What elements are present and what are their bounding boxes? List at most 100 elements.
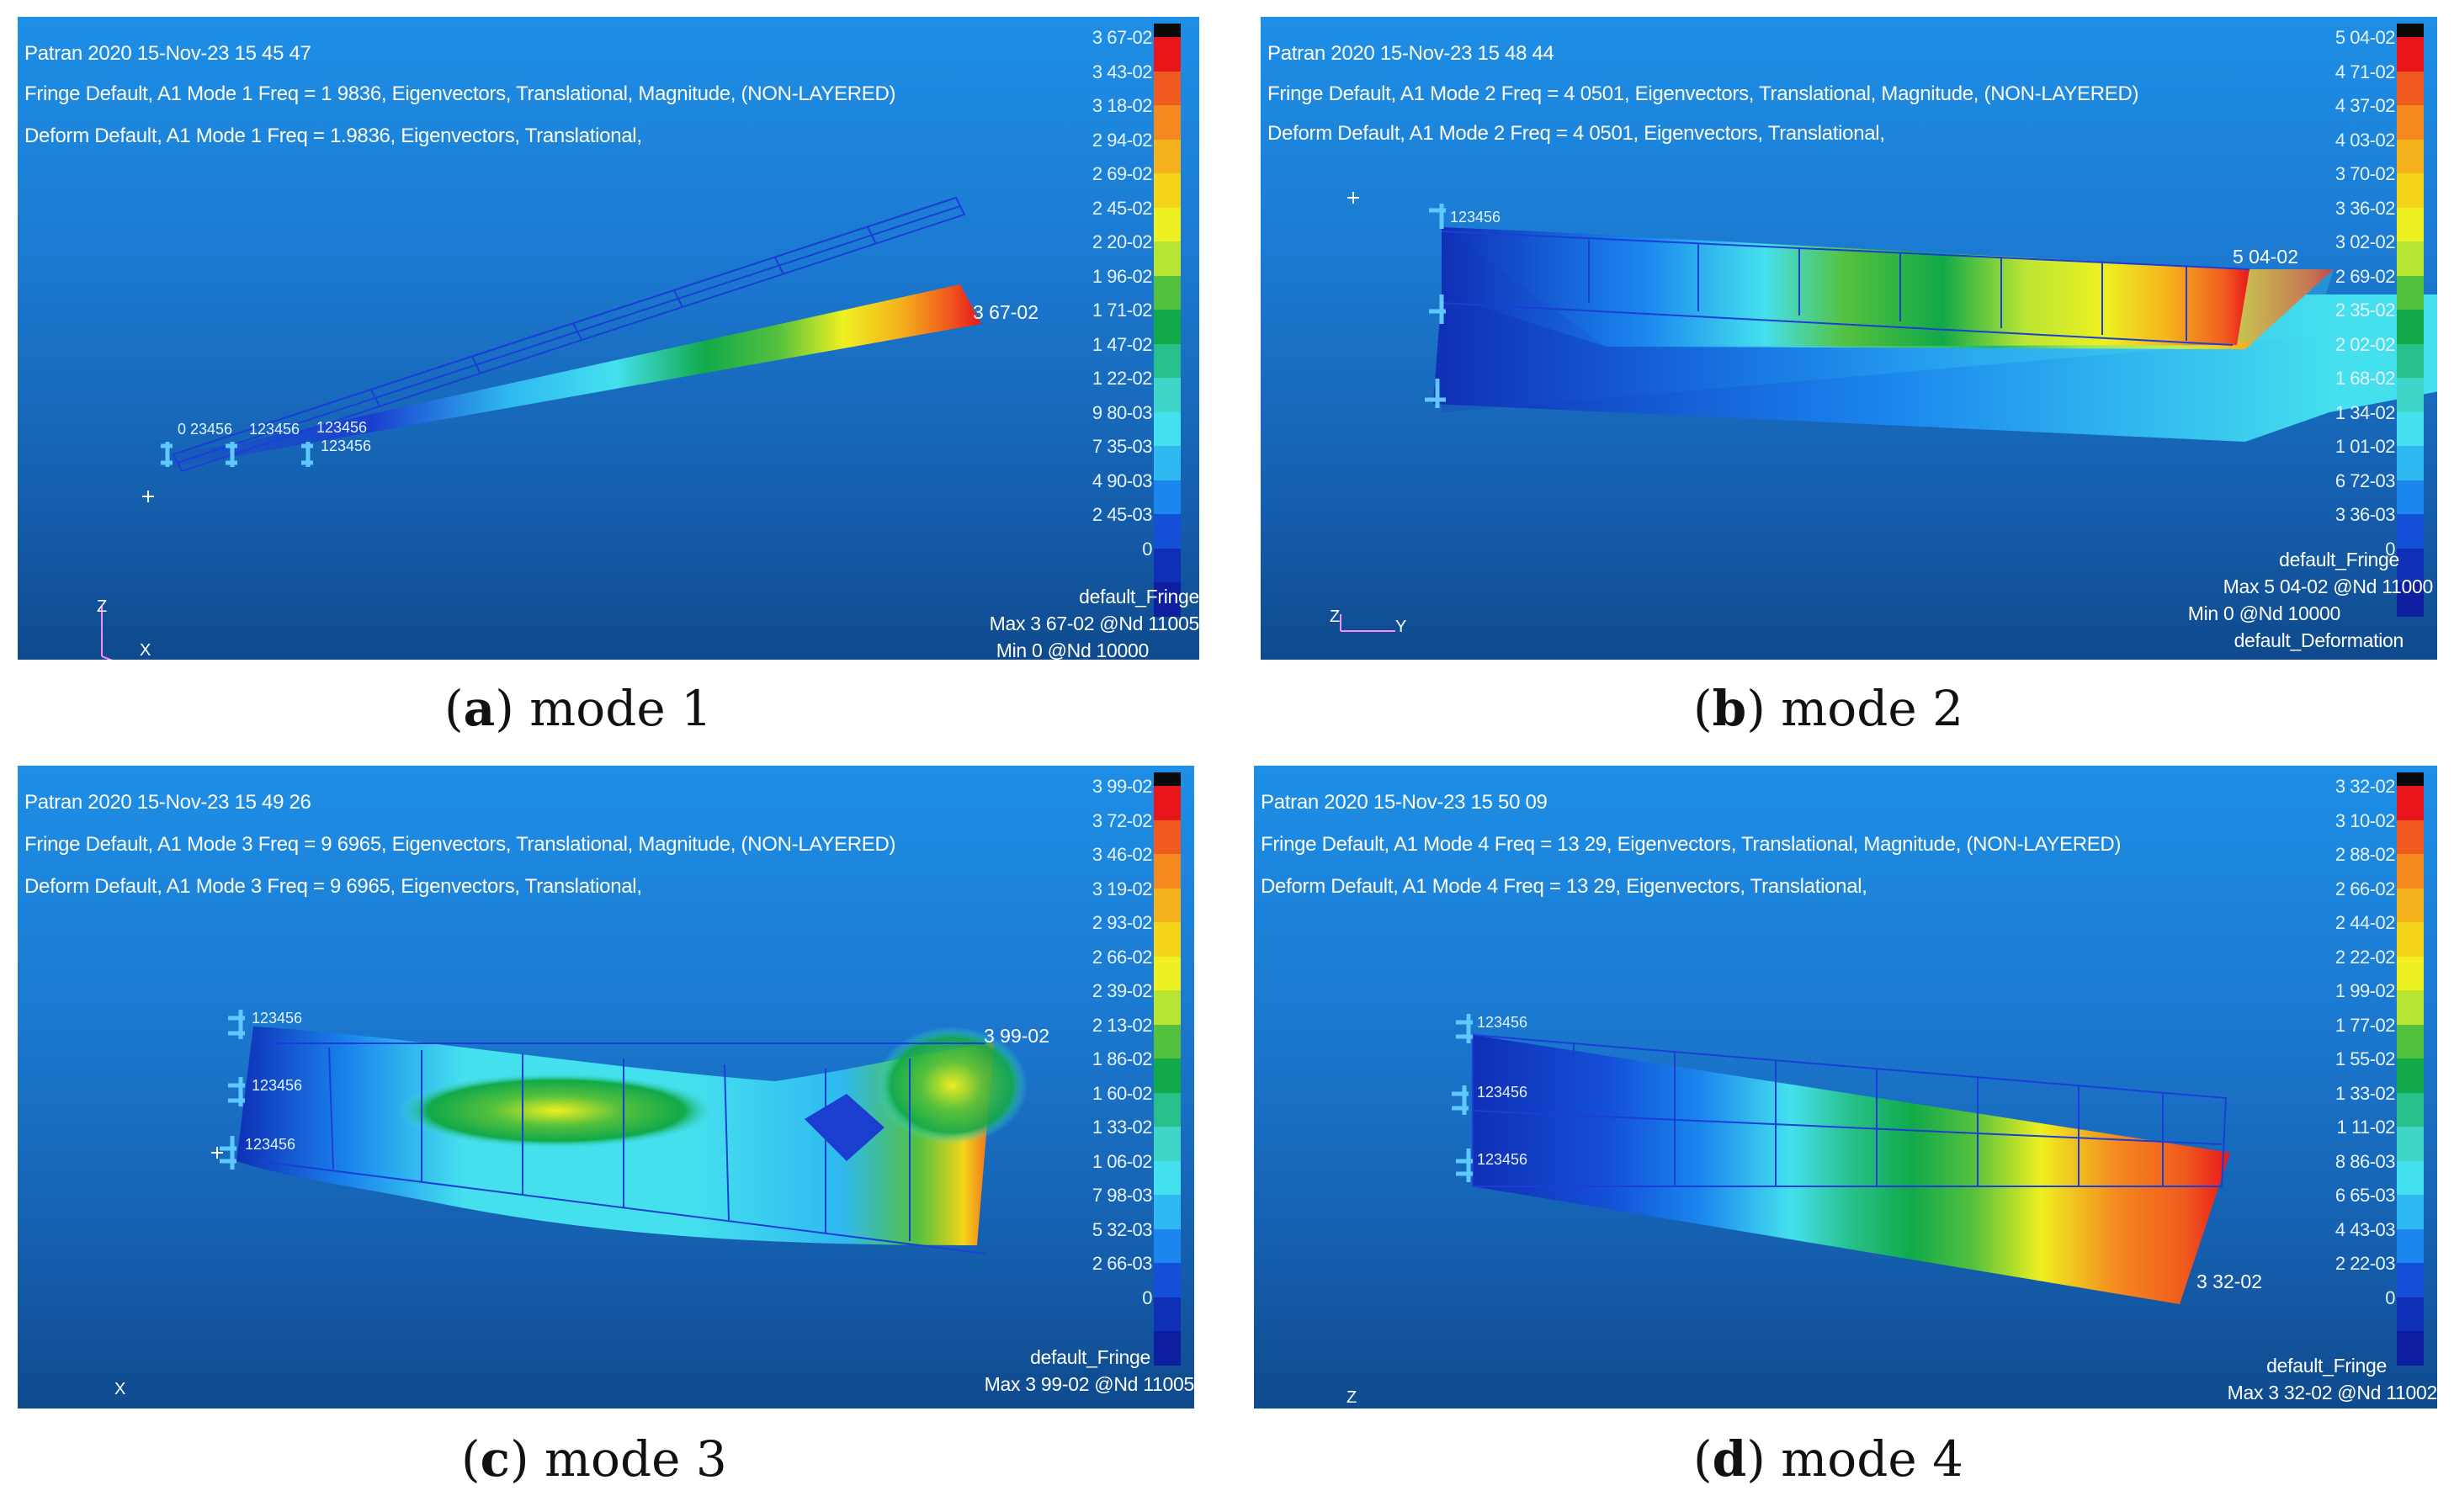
axis-triad	[1340, 614, 1395, 632]
scale-label: 2 45-02	[1092, 197, 1153, 219]
scale-swatch	[2397, 1024, 2424, 1058]
scale-swatch	[1154, 1228, 1181, 1263]
scale-label: 2 66-02	[2334, 878, 2396, 899]
scale-label: 5 04-02	[2334, 27, 2396, 48]
scale-swatch	[2397, 1160, 2424, 1195]
deform-line: Deform Default, A1 Mode 1 Freq = 1.9836,…	[24, 125, 642, 147]
scale-swatch	[1154, 1263, 1181, 1297]
viewport-mode-3[interactable]: Patran 2020 15-Nov-23 15 49 26 Fringe De…	[18, 766, 1194, 1409]
scale-label: 7 35-03	[1092, 436, 1153, 457]
scale-swatch	[2397, 786, 2424, 820]
fringe-line: Fringe Default, A1 Mode 4 Freq = 13 29, …	[1261, 833, 2122, 856]
legend-fringe-name: default_Fringe	[1079, 586, 1199, 607]
scale-label: 1 99-02	[2334, 980, 2396, 1001]
viewport-mode-4[interactable]: Patran 2020 15-Nov-23 15 50 09 Fringe De…	[1254, 766, 2437, 1409]
scale-label: 1 55-02	[2334, 1048, 2396, 1069]
scale-label: 2 94-02	[1092, 129, 1153, 151]
scale-swatch	[1154, 772, 1181, 786]
axis-z-label: Z	[97, 597, 108, 616]
viewport-mode-1[interactable]: Patran 2020 15-Nov-23 15 45 47 Fringe De…	[18, 17, 1199, 660]
scale-swatch	[1154, 1092, 1181, 1127]
scale-label: 1 86-02	[1092, 1048, 1153, 1069]
scale-swatch	[1154, 343, 1181, 378]
node-label: 0 23456	[178, 421, 233, 438]
max-value-tag: 3 99-02	[984, 1025, 1050, 1047]
scale-label: 5 32-03	[1092, 1218, 1153, 1240]
mode-2-deformation-plot	[1340, 192, 2437, 632]
scale-label: 4 03-02	[2334, 129, 2396, 151]
scale-swatch	[1154, 1195, 1181, 1229]
title-line: Patran 2020 15-Nov-23 15 49 26	[24, 791, 311, 814]
scale-swatch	[2397, 37, 2424, 72]
scale-label: 4 43-03	[2334, 1218, 2396, 1240]
scale-label: 7 98-03	[1092, 1185, 1153, 1206]
scale-swatch	[2397, 772, 2424, 786]
scale-label: 1 33-02	[1092, 1117, 1153, 1138]
scale-label: 9 80-03	[1092, 401, 1153, 423]
scale-swatch	[2397, 1058, 2424, 1093]
scale-label: 3 18-02	[1092, 95, 1153, 116]
scale-swatch	[1154, 310, 1181, 344]
scale-swatch	[1154, 446, 1181, 480]
support-constraints	[161, 442, 313, 467]
scale-label: 2 22-02	[2334, 946, 2396, 968]
scale-swatch	[1154, 275, 1181, 310]
scale-label: 1 33-02	[2334, 1082, 2396, 1104]
scale-label: 4 71-02	[2334, 61, 2396, 82]
axis-x-label: X	[140, 641, 151, 660]
scale-swatch	[2397, 310, 2424, 344]
scale-swatch	[1154, 24, 1181, 37]
scale-label: 2 13-02	[1092, 1014, 1153, 1036]
scale-label: 1 11-02	[2336, 1117, 2396, 1138]
scale-label: 1 77-02	[2334, 1014, 2396, 1036]
scale-label: 6 72-03	[2334, 470, 2396, 491]
scale-label: 3 32-02	[2334, 776, 2396, 797]
max-value-tag: 5 04-02	[2233, 246, 2299, 268]
scale-swatch	[2397, 343, 2424, 378]
scale-label: 2 39-02	[1092, 980, 1153, 1001]
legend-max: Max 3 99-02 @Nd 11005	[984, 1373, 1194, 1395]
scale-label: 1 47-02	[1092, 333, 1153, 355]
scale-swatch	[2397, 71, 2424, 105]
scale-swatch	[1154, 956, 1181, 990]
scale-swatch	[2397, 888, 2424, 922]
max-value-tag: 3 67-02	[973, 301, 1039, 323]
mode-1-deformation-plot	[101, 196, 981, 660]
axis-y-label: Y	[1395, 618, 1407, 636]
scale-swatch	[2397, 990, 2424, 1025]
support-constraints	[1452, 1014, 1473, 1182]
scale-swatch	[1154, 378, 1181, 412]
scale-label: 3 10-02	[2334, 809, 2396, 831]
scale-swatch	[2397, 480, 2424, 514]
scale-label: 3 19-02	[1092, 878, 1153, 899]
scale-label: 2 88-02	[2334, 844, 2396, 865]
scale-swatch	[2397, 105, 2424, 140]
scale-label: 3 43-02	[1092, 61, 1153, 82]
fringe-line: Fringe Default, A1 Mode 1 Freq = 1 9836,…	[24, 82, 896, 105]
caption-mode-1: (a) mode 1	[444, 680, 713, 737]
scale-label: 2 93-02	[1092, 912, 1153, 933]
scale-label: 2 69-02	[1092, 163, 1153, 184]
deformed-shape	[169, 284, 981, 467]
viewport-mode-2[interactable]: Patran 2020 15-Nov-23 15 48 44 Fringe De…	[1261, 17, 2437, 660]
origin-marker	[1347, 192, 1359, 204]
scale-swatch	[2397, 820, 2424, 854]
deform-line: Deform Default, A1 Mode 3 Freq = 9 6965,…	[24, 875, 642, 898]
scale-label: 1 06-02	[1092, 1150, 1153, 1172]
scale-swatch	[1154, 1160, 1181, 1195]
scale-swatch	[2397, 514, 2424, 549]
axis-z-label: Z	[1330, 607, 1341, 626]
scale-swatch	[1154, 548, 1181, 582]
scale-swatch	[2397, 1263, 2424, 1297]
node-label: 123456	[1477, 1014, 1528, 1031]
scale-swatch	[1154, 105, 1181, 140]
scale-label: 3 36-03	[2334, 504, 2396, 525]
scale-label: 0	[2385, 538, 2395, 560]
scale-label: 3 46-02	[1092, 844, 1153, 865]
legend-fringe-name: default_Fringe	[1030, 1346, 1150, 1368]
scale-swatch	[2397, 207, 2424, 241]
node-label: 123456	[1477, 1084, 1528, 1101]
scale-swatch	[2397, 1297, 2424, 1331]
scale-label: 2 66-02	[1092, 946, 1153, 968]
node-label: 123456	[252, 1077, 303, 1094]
